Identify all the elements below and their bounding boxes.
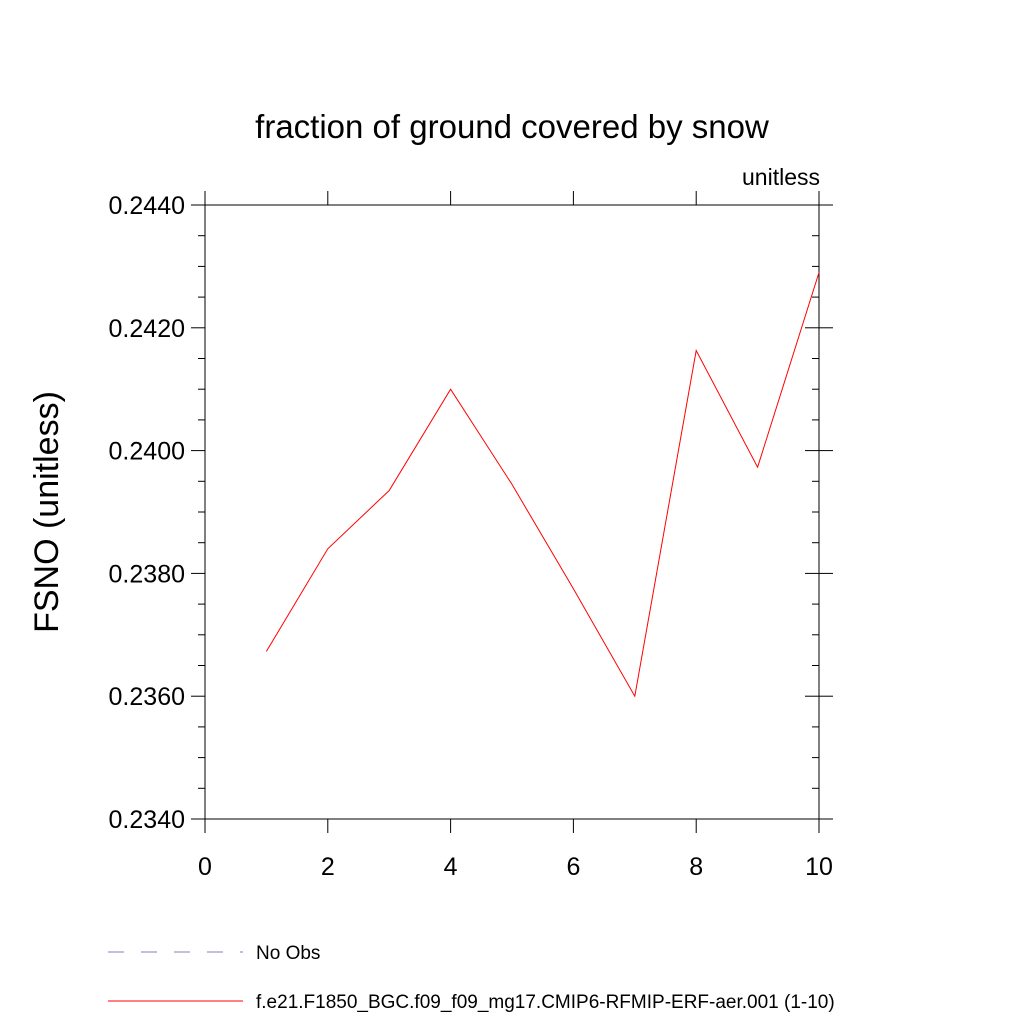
units-label: unitless (742, 164, 820, 190)
x-tick-label: 10 (805, 853, 833, 881)
y-tick-label: 0.2420 (109, 315, 185, 343)
x-tick-label: 6 (566, 853, 580, 881)
series-line (265, 272, 820, 698)
chart-title: fraction of ground covered by snow (255, 108, 769, 145)
x-tick-label: 0 (198, 853, 212, 881)
y-axis-label: FSNO (unitless) (28, 391, 66, 633)
plot-frame (204, 204, 820, 820)
legend-label: f.e21.F1850_BGC.f09_f09_mg17.CMIP6-RFMIP… (256, 992, 835, 1013)
y-axis-ticks: 0.2340 0.2360 0.2380 0.2400 0.2420 0.2440 (109, 192, 833, 834)
x-axis-ticks: 0 2 4 6 8 10 (198, 191, 833, 881)
legend-label: No Obs (256, 943, 320, 964)
legend: No Obs f.e21.F1850_BGC.f09_f09_mg17.CMIP6… (108, 943, 835, 1013)
y-tick-label: 0.2340 (109, 806, 185, 834)
y-tick-label: 0.2360 (109, 683, 185, 711)
y-tick-label: 0.2400 (109, 438, 185, 466)
y-tick-label: 0.2380 (109, 560, 185, 588)
series-layer (265, 272, 820, 698)
x-tick-label: 4 (444, 853, 458, 881)
x-tick-label: 8 (689, 853, 703, 881)
x-tick-label: 2 (321, 853, 335, 881)
y-tick-label: 0.2440 (109, 192, 185, 220)
